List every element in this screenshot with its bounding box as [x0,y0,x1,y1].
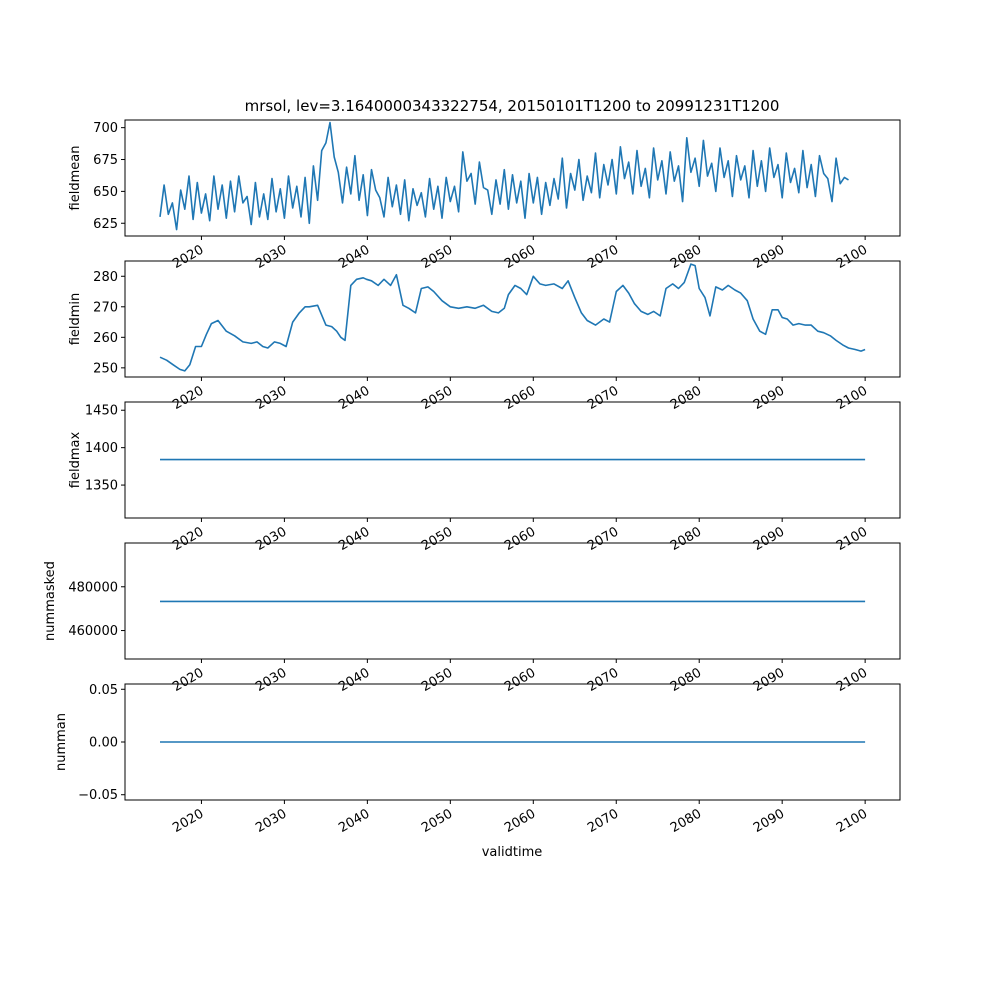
x-tick-label: 2020 [170,665,206,695]
x-tick-label: 2030 [253,806,289,836]
x-tick-label: 2100 [834,806,870,836]
x-tick-label: 2030 [253,665,289,695]
x-tick-label: 2050 [419,806,455,836]
x-tick-label: 2040 [336,524,372,554]
y-tick-label: 280 [93,270,118,285]
plot-frame [124,260,901,378]
panel-nummasked: 460000 480000 nummasked 2020 2030 2040 2050 206… [43,542,901,695]
x-tick-label: 2020 [170,242,206,272]
y-axis-label-fieldmin: fieldmin [68,293,83,346]
y-axis-label-fieldmax: fieldmax [68,432,83,489]
panel-fieldmin: 250 260 270 280 fieldmin 2020 2030 2040 2050 2060… [68,260,901,413]
x-tick-label: 2070 [585,665,621,695]
x-tick-label: 2080 [668,383,704,413]
x-tick-label: 2050 [419,242,455,272]
y-tick-label: 0.00 [89,736,118,751]
x-axis-label: validtime [482,845,543,860]
x-tick-label: 2030 [253,524,289,554]
subplots: 625 650 675 700 fieldmean 2020 2030 2040 2050 206… [43,119,901,836]
x-tick-label: 2100 [834,524,870,554]
y-tick-label: 460000 [68,624,118,639]
x-tick-label: 2040 [336,383,372,413]
x-tick-label: 2090 [751,524,787,554]
x-tick-label: 2050 [419,383,455,413]
x-tick-label: 2050 [419,524,455,554]
panel-fieldmean: 625 650 675 700 fieldmean 2020 2030 2040 2050 206… [68,119,901,272]
y-axis-label-nummasked: nummasked [43,561,58,641]
series-line-fieldmin [159,263,866,372]
x-tick-label: 2050 [419,665,455,695]
x-tick-label: 2060 [502,806,538,836]
y-tick-label: 625 [93,217,118,232]
x-tick-label: 2060 [502,524,538,554]
x-tick-label: 2060 [502,242,538,272]
y-axis-label-numman: numman [54,713,69,771]
x-tick-label: 2090 [751,242,787,272]
x-tick-label: 2070 [585,524,621,554]
series-line-fieldmean [159,121,849,231]
y-tick-label: 270 [93,300,118,315]
x-tick-label: 2090 [751,806,787,836]
chart-title: mrsol, lev=3.1640000343322754, 20150101T… [245,97,780,115]
y-tick-label: 675 [93,153,118,168]
y-tick-label: 1350 [85,479,118,494]
y-axis-label-fieldmean: fieldmean [68,146,83,211]
y-tick-label: −0.05 [78,788,118,803]
plot-frame [124,542,901,660]
x-tick-label: 2020 [170,806,206,836]
x-tick-label: 2020 [170,383,206,413]
x-tick-label: 2080 [668,524,704,554]
y-tick-label: 250 [93,361,118,376]
x-tick-label: 2030 [253,242,289,272]
x-tick-label: 2080 [668,665,704,695]
x-tick-label: 2070 [585,242,621,272]
x-tick-label: 2070 [585,806,621,836]
x-tick-label: 2080 [668,242,704,272]
panel-numman: −0.05 0.00 0.05 numman 2020 2030 2040 2050 2060 2… [54,683,901,836]
x-tick-label: 2100 [834,242,870,272]
x-tick-label: 2040 [336,806,372,836]
y-tick-label: 700 [93,121,118,136]
y-tick-label: 1400 [85,441,118,456]
x-tick-label: 2070 [585,383,621,413]
x-tick-label: 2030 [253,383,289,413]
y-tick-label: 1450 [85,404,118,419]
x-tick-label: 2060 [502,383,538,413]
x-tick-label: 2100 [834,383,870,413]
x-tick-label: 2080 [668,806,704,836]
x-tick-label: 2060 [502,665,538,695]
x-tick-label: 2040 [336,242,372,272]
plot-frame [124,119,901,237]
y-tick-label: 480000 [68,580,118,595]
y-tick-label: 650 [93,185,118,200]
x-tick-label: 2040 [336,665,372,695]
y-tick-label: 0.05 [89,683,118,698]
y-tick-label: 260 [93,331,118,346]
x-tick-label: 2020 [170,524,206,554]
plot-frame [124,401,901,519]
x-tick-label: 2090 [751,383,787,413]
x-tick-label: 2090 [751,665,787,695]
x-tick-label: 2100 [834,665,870,695]
